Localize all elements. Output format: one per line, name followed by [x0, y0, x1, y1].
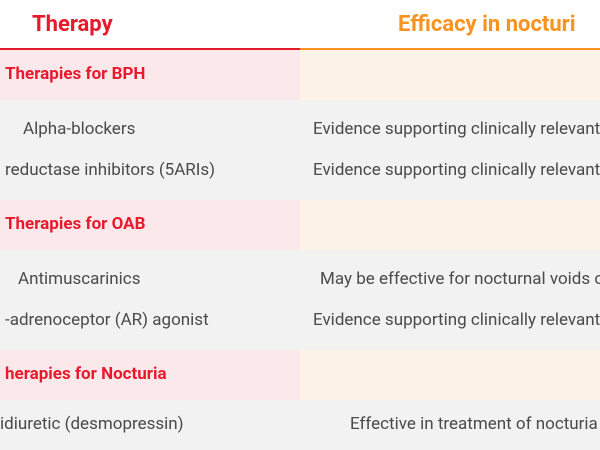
efficacy-cell: Evidence supporting clinically relevant: [313, 310, 600, 330]
section-title: herapies for Nocturia: [5, 364, 167, 384]
section-cell: [0, 350, 300, 400]
efficacy-cell: May be effective for nocturnal voids c: [320, 269, 600, 289]
therapy-cell: reductase inhibitors (5ARIs): [5, 160, 216, 180]
section-cell: [0, 50, 300, 100]
efficacy-cell: Evidence supporting clinically relevant: [313, 119, 600, 139]
therapy-cell: Alpha-blockers: [23, 119, 136, 139]
section-title: Therapies for BPH: [5, 64, 146, 84]
section-cell: [300, 50, 600, 100]
section-cell: [300, 200, 600, 250]
header-cell: [0, 0, 300, 50]
efficacy-cell: Effective in treatment of nocturia: [350, 414, 598, 434]
section-cell: [0, 200, 300, 250]
header-therapy: Therapy: [32, 12, 113, 37]
section-cell: [300, 350, 600, 400]
section-title: Therapies for OAB: [5, 214, 146, 234]
therapy-cell: Antimuscarinics: [18, 269, 141, 289]
header-efficacy: Efficacy in nocturi: [398, 12, 576, 37]
efficacy-cell: Evidence supporting clinically relevant: [313, 160, 600, 180]
therapy-cell: -adrenoceptor (AR) agonist: [5, 310, 209, 330]
header-cell: [300, 0, 600, 50]
therapy-cell: idiuretic (desmopressin): [0, 414, 184, 434]
